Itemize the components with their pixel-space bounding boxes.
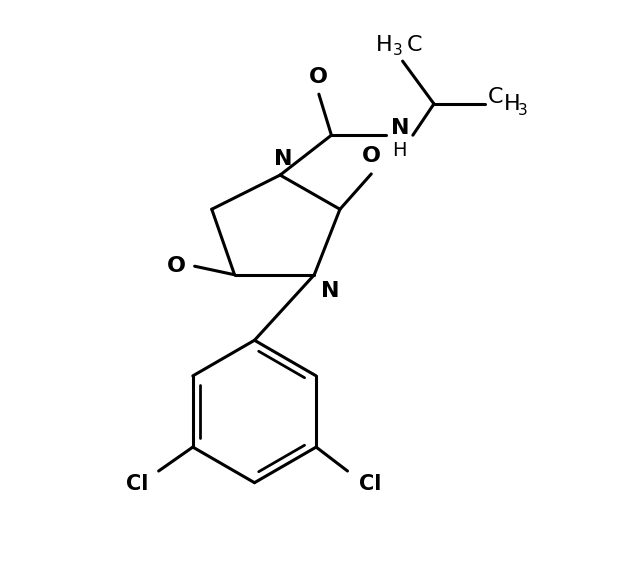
Text: N: N [390,118,409,138]
Text: Cl: Cl [359,473,381,494]
Text: O: O [167,256,186,276]
Text: C: C [488,87,504,107]
Text: 3: 3 [518,103,528,118]
Text: N: N [274,149,292,169]
Text: H: H [504,94,520,114]
Text: C: C [406,35,422,55]
Text: H: H [376,35,392,55]
Text: H: H [392,140,407,160]
Text: 3: 3 [392,43,403,58]
Text: O: O [309,67,328,87]
Text: N: N [321,281,339,301]
Text: O: O [362,146,381,166]
Text: Cl: Cl [126,473,148,494]
